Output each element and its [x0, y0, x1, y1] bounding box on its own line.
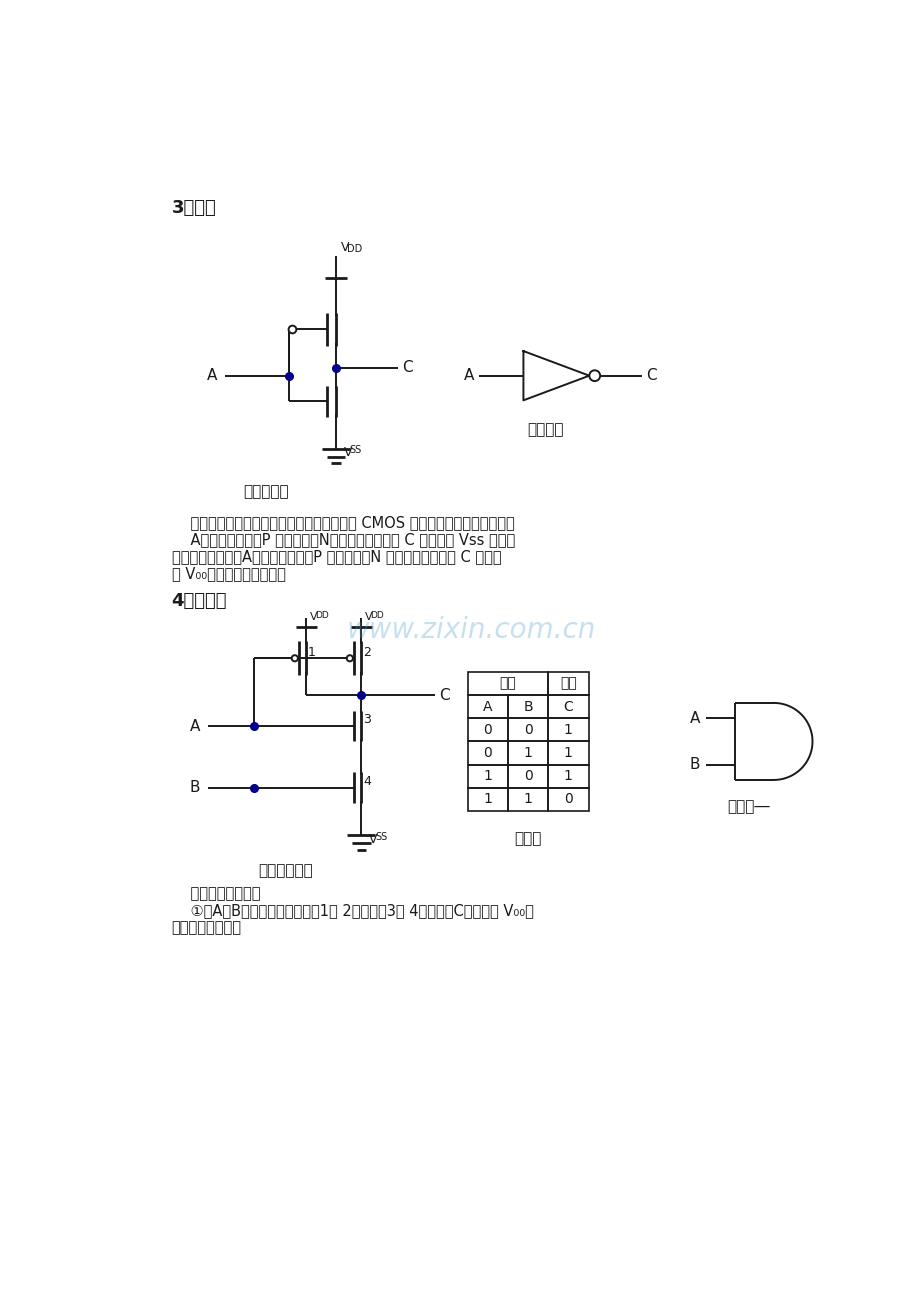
Bar — [507, 764, 548, 788]
Text: 真值表: 真值表 — [514, 831, 541, 846]
Bar — [467, 764, 507, 788]
Text: www.zixin.com.cn: www.zixin.com.cn — [346, 616, 596, 643]
Text: A: A — [482, 699, 492, 713]
Bar — [548, 788, 588, 811]
Bar — [467, 672, 548, 695]
Text: B: B — [689, 756, 699, 772]
Text: 1: 1 — [523, 746, 532, 760]
Text: A端为高电平时，P 型管截止，N型管导通，输出端 C 的电平与 Vss 保持一: A端为高电平时，P 型管截止，N型管导通，输出端 C 的电平与 Vss 保持一 — [171, 533, 515, 547]
Text: 输入: 输入 — [499, 677, 516, 690]
Circle shape — [589, 370, 599, 381]
Bar — [467, 741, 507, 764]
Bar — [548, 672, 588, 695]
Text: V: V — [344, 447, 352, 460]
Text: 0: 0 — [563, 792, 573, 806]
Text: 3: 3 — [363, 713, 370, 727]
Text: 3、非门: 3、非门 — [171, 199, 216, 217]
Text: DD: DD — [346, 245, 361, 254]
Text: 1: 1 — [523, 792, 532, 806]
Text: SS: SS — [349, 445, 362, 456]
Text: A: A — [463, 368, 473, 383]
Text: 与 V₀₀一致，输出高电平。: 与 V₀₀一致，输出高电平。 — [171, 566, 285, 581]
Text: V: V — [340, 241, 348, 254]
Bar — [467, 719, 507, 741]
Text: 致，输出低电平；A端为低电平时，P 型管导通，N 型管截止，输出端 C 的电平: 致，输出低电平；A端为低电平时，P 型管导通，N 型管截止，输出端 C 的电平 — [171, 549, 501, 564]
Text: A: A — [207, 368, 217, 383]
Text: 1: 1 — [563, 769, 573, 783]
Text: 0: 0 — [482, 746, 492, 760]
Text: 1: 1 — [563, 723, 573, 737]
Bar — [548, 695, 588, 719]
Text: C: C — [438, 687, 449, 703]
Text: ①、A、B输入均为低电平时，1、 2管导通，3、 4管截止，C端电压与 V₀₀一: ①、A、B输入均为低电平时，1、 2管导通，3、 4管截止，C端电压与 V₀₀一 — [171, 904, 533, 918]
Bar — [507, 695, 548, 719]
Bar — [507, 741, 548, 764]
Text: 与非门原理图: 与非门原理图 — [258, 863, 312, 879]
Bar — [548, 719, 588, 741]
Text: B: B — [189, 780, 200, 796]
Text: 0: 0 — [523, 723, 532, 737]
Bar — [507, 788, 548, 811]
Text: 逻辑符号: 逻辑符号 — [527, 422, 562, 437]
Text: 2: 2 — [363, 646, 370, 659]
Text: 1: 1 — [482, 769, 492, 783]
Circle shape — [291, 655, 298, 661]
Text: C: C — [402, 361, 412, 375]
Text: A: A — [689, 711, 699, 725]
Text: DD: DD — [314, 612, 328, 621]
Text: 4、与非门: 4、与非门 — [171, 592, 227, 611]
Text: 4: 4 — [363, 775, 370, 788]
Text: 1: 1 — [563, 746, 573, 760]
Text: V: V — [369, 833, 378, 846]
Text: A: A — [189, 719, 200, 733]
Circle shape — [289, 326, 296, 333]
Bar — [507, 719, 548, 741]
Text: 非门（反向器）是最简单的门电路，由一对 CMOS 管组成。其工作原理如下：: 非门（反向器）是最简单的门电路，由一对 CMOS 管组成。其工作原理如下： — [171, 516, 514, 530]
Text: C: C — [645, 368, 656, 383]
Text: 输出: 输出 — [560, 677, 576, 690]
Bar — [467, 788, 507, 811]
Text: 致，输出高电平。: 致，输出高电平。 — [171, 921, 242, 935]
Text: 非门原理图: 非门原理图 — [243, 483, 289, 499]
Bar — [548, 764, 588, 788]
Text: 1: 1 — [482, 792, 492, 806]
Text: B: B — [523, 699, 532, 713]
Text: 与非门工作原理：: 与非门工作原理： — [171, 887, 260, 901]
Text: C: C — [562, 699, 573, 713]
Text: 0: 0 — [523, 769, 532, 783]
Text: SS: SS — [375, 832, 387, 842]
Text: 0: 0 — [482, 723, 492, 737]
Text: V: V — [364, 612, 372, 622]
Text: DD: DD — [369, 612, 383, 621]
Text: V: V — [309, 612, 317, 622]
Bar — [548, 741, 588, 764]
Bar — [467, 695, 507, 719]
Text: 1: 1 — [308, 646, 315, 659]
Text: 逻辑符―: 逻辑符― — [726, 799, 769, 814]
Circle shape — [346, 655, 353, 661]
